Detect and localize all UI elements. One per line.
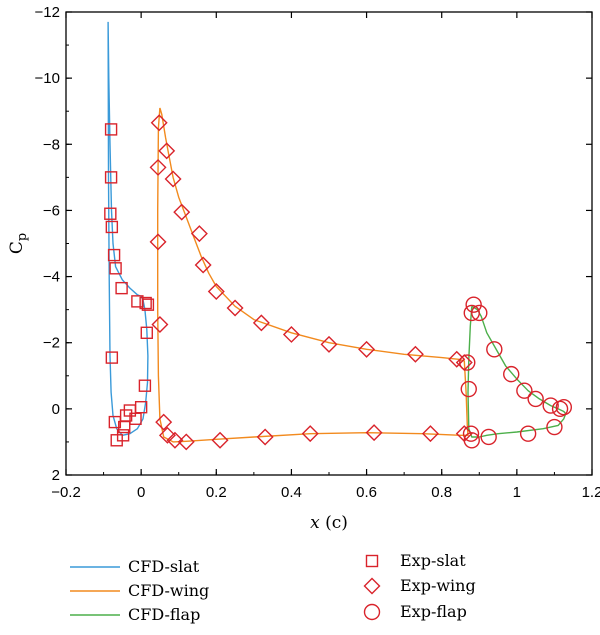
marker-exp-slat <box>104 123 118 136</box>
legend-label: CFD-flap <box>128 605 200 624</box>
marker-exp-wing <box>358 340 376 358</box>
x-tick-label: 1.2 <box>582 484 600 501</box>
series-line-cfd-slat <box>107 21 149 436</box>
marker-exp-wing <box>282 325 300 343</box>
legend-item-cfd-slat: CFD-slat <box>70 557 200 576</box>
legend-marker-swatch <box>365 554 379 568</box>
marker-exp-flap <box>465 296 482 313</box>
marker-exp-slat <box>109 262 122 275</box>
marker-exp-flap <box>516 382 533 399</box>
marker-exp-wing <box>164 170 182 188</box>
marker-exp-wing <box>211 431 229 449</box>
y-tick-label: 0 <box>52 401 60 418</box>
marker-exp-flap <box>459 354 476 371</box>
marker-exp-flap <box>460 380 477 398</box>
series-line-cfd-flap <box>467 305 567 438</box>
marker-exp-slat <box>105 220 119 234</box>
y-tick-label: −8 <box>43 136 60 153</box>
marker-exp-slat <box>108 415 122 429</box>
legend-label: Exp-flap <box>400 602 467 621</box>
y-tick-label: −2 <box>43 335 60 352</box>
x-tick-label: 1 <box>513 484 521 501</box>
legend-label: Exp-wing <box>400 576 476 595</box>
marker-exp-wing <box>256 428 274 446</box>
marker-exp-slat <box>115 281 128 295</box>
x-tick-label: 0.8 <box>431 484 452 501</box>
marker-exp-wing <box>365 424 383 442</box>
marker-exp-wing <box>149 158 167 176</box>
marker-exp-slat <box>107 248 121 262</box>
legend-marker-swatch <box>363 577 381 595</box>
ticks-layer: −0.2 0 0.2 0.4 0.6 0.8 1 1.2 −12 −10 −8 −6 −4 −2 0 2 <box>35 4 600 501</box>
marker-exp-wing <box>158 426 176 444</box>
marker-exp-wing <box>406 345 424 363</box>
marker-exp-wing <box>190 225 208 243</box>
y-tick-label: −12 <box>35 4 60 21</box>
marker-exp-slat <box>104 207 117 220</box>
series-layer <box>107 21 567 443</box>
y-tick-label: −4 <box>43 269 60 286</box>
marker-exp-slat <box>140 326 153 339</box>
legend-item-cfd-flap: CFD-flap <box>70 605 200 624</box>
marker-exp-slat <box>110 434 123 447</box>
marker-exp-flap <box>527 390 544 408</box>
marker-exp-slat <box>138 379 152 392</box>
marker-exp-wing <box>226 299 244 317</box>
legend-label: CFD-slat <box>128 557 200 576</box>
marker-exp-flap <box>503 365 520 383</box>
x-tick-label: 0 <box>137 484 145 501</box>
y-tick-label: 2 <box>52 467 60 484</box>
marker-exp-slat <box>141 298 155 311</box>
legend-label: CFD-wing <box>128 581 209 600</box>
marker-exp-wing <box>150 114 168 132</box>
series-line-cfd-wing <box>157 107 469 443</box>
marker-exp-wing <box>252 314 270 332</box>
x-tick-label: 0.2 <box>206 484 227 501</box>
marker-exp-flap <box>546 418 563 436</box>
marker-exp-wing <box>421 425 439 443</box>
legend-item-cfd-wing: CFD-wing <box>70 581 209 600</box>
marker-exp-flap <box>519 425 537 442</box>
legend-label: Exp-slat <box>400 551 466 570</box>
marker-exp-wing <box>151 316 169 334</box>
marker-exp-flap <box>542 397 559 414</box>
marker-exp-flap <box>463 304 480 322</box>
marker-exp-wing <box>177 433 195 451</box>
legend-marker-swatch <box>363 603 381 621</box>
marker-exp-flap <box>480 428 497 446</box>
x-tick-label: 0.4 <box>281 484 302 501</box>
marker-exp-wing <box>155 413 173 431</box>
x-axis-label: x (c) <box>310 513 348 533</box>
y-tick-label: −10 <box>35 70 60 87</box>
y-axis-label: Cp <box>7 233 30 254</box>
marker-exp-wing <box>207 282 225 300</box>
marker-exp-wing <box>194 256 212 274</box>
marker-exp-wing <box>320 335 338 353</box>
markers-layer <box>104 114 573 451</box>
marker-exp-slat <box>139 296 152 310</box>
marker-exp-slat <box>105 351 119 364</box>
marker-exp-flap <box>486 341 503 358</box>
x-tick-label: 0.6 <box>356 484 377 501</box>
marker-exp-wing <box>149 233 167 251</box>
legend-item-exp-slat: Exp-slat <box>365 551 466 570</box>
marker-exp-slat <box>104 171 118 184</box>
legend: CFD-slat CFD-wing CFD-flap Exp-slat Exp-wing… <box>70 551 476 624</box>
y-tick-label: −6 <box>43 202 60 219</box>
x-tick-label: −0.2 <box>51 484 81 501</box>
marker-exp-flap <box>462 425 480 442</box>
marker-exp-flap <box>471 304 488 322</box>
marker-exp-wing <box>166 431 184 449</box>
marker-exp-wing <box>158 142 176 160</box>
legend-item-exp-flap: Exp-flap <box>363 602 467 621</box>
marker-exp-flap <box>555 399 573 416</box>
marker-exp-wing <box>301 425 319 443</box>
marker-exp-flap <box>463 432 480 449</box>
marker-exp-wing <box>173 203 191 221</box>
legend-item-exp-wing: Exp-wing <box>363 576 476 595</box>
